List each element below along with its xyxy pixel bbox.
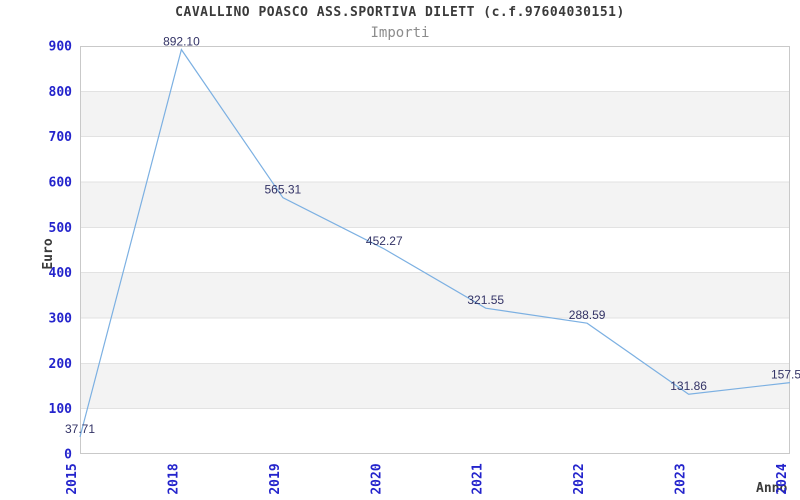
grid-band: [80, 182, 790, 228]
y-tick-label: 500: [49, 221, 73, 236]
y-tick-label: 100: [49, 402, 73, 417]
data-point-label: 37.71: [65, 422, 95, 436]
x-tick-label: 2019: [268, 463, 283, 494]
x-tick-label: 2022: [572, 463, 587, 494]
y-tick-label: 300: [49, 312, 73, 327]
data-point-label: 321.55: [467, 293, 504, 307]
x-tick-label: 2020: [369, 463, 384, 494]
grid-band: [80, 363, 790, 409]
y-tick-label: 800: [49, 85, 73, 100]
data-line: [79, 48, 791, 438]
data-point-label: 452.27: [366, 234, 403, 248]
data-point-label: 131.86: [670, 379, 707, 393]
data-point-label: 892.10: [163, 35, 200, 49]
data-point-label: 288.59: [569, 308, 606, 322]
y-tick-label: 600: [49, 176, 73, 191]
data-point-label: 565.31: [265, 183, 302, 197]
y-tick-label: 900: [49, 40, 73, 55]
x-tick-label: 2015: [65, 463, 80, 494]
data-point-label: 157.5: [771, 368, 800, 382]
x-tick-label: 2023: [674, 463, 689, 494]
plot-border: [80, 46, 790, 454]
y-tick-label: 200: [49, 357, 73, 372]
y-tick-label: 0: [64, 448, 72, 463]
x-tick-label: 2018: [166, 463, 181, 494]
chart-title: CAVALLINO POASCO ASS.SPORTIVA DILETT (c.…: [175, 5, 625, 20]
y-tick-label: 400: [49, 266, 73, 281]
y-tick-label: 700: [49, 130, 73, 145]
grid-band: [80, 91, 790, 137]
x-axis-title: Anno: [756, 481, 788, 496]
chart-subtitle: Importi: [370, 25, 430, 41]
x-tick-label: 2021: [471, 463, 486, 494]
x-tick-label: 2024: [775, 463, 790, 494]
grid-band: [80, 272, 790, 318]
